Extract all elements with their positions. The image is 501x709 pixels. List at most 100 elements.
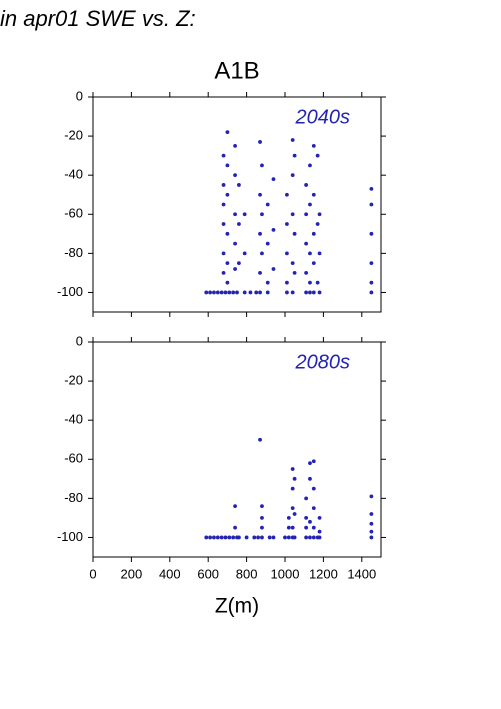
x-axis-label: Z(m) — [215, 595, 259, 618]
y-tick-label: -80 — [64, 490, 83, 505]
point — [369, 521, 374, 526]
point — [304, 212, 309, 217]
point — [369, 186, 374, 191]
point — [317, 251, 322, 256]
point — [271, 535, 276, 540]
point — [260, 516, 264, 520]
point — [285, 280, 289, 285]
point — [308, 251, 312, 256]
point — [271, 267, 276, 271]
x-tick-label: 1000 — [271, 566, 300, 581]
point — [311, 231, 316, 236]
point — [292, 512, 297, 516]
point — [290, 261, 295, 266]
point — [290, 173, 295, 178]
point — [215, 290, 220, 295]
point — [311, 525, 316, 530]
point — [208, 535, 213, 540]
point — [221, 251, 226, 256]
point — [204, 290, 209, 295]
point — [221, 271, 226, 275]
point — [304, 241, 309, 246]
point — [260, 504, 264, 509]
y-tick-label: -40 — [64, 412, 83, 427]
point — [290, 506, 295, 511]
point — [212, 290, 216, 295]
point — [258, 290, 262, 295]
point — [286, 525, 291, 530]
plot-frame — [92, 96, 382, 313]
point — [225, 163, 230, 168]
point — [271, 177, 276, 181]
point — [221, 153, 226, 158]
point — [317, 212, 322, 217]
point — [308, 476, 312, 481]
point — [258, 140, 262, 144]
point — [233, 525, 237, 530]
y-tick-label: -60 — [64, 451, 83, 466]
point — [267, 535, 272, 540]
point — [233, 267, 237, 271]
point — [308, 280, 312, 285]
point — [221, 183, 226, 187]
point — [304, 271, 309, 275]
y-tick-label: -20 — [64, 128, 83, 143]
point — [286, 516, 291, 520]
point — [225, 192, 230, 197]
point — [256, 535, 261, 540]
point — [260, 525, 264, 530]
y-tick-label: -20 — [64, 373, 83, 388]
y-tick-label: -40 — [64, 167, 83, 182]
point — [242, 290, 247, 295]
point — [265, 290, 270, 295]
x-tick-label: 400 — [159, 566, 181, 581]
point — [290, 138, 295, 142]
point — [292, 535, 297, 540]
point — [219, 535, 224, 540]
point — [233, 504, 237, 509]
point — [260, 163, 264, 168]
point — [308, 290, 312, 295]
annotation: 2040s — [295, 106, 351, 128]
point — [304, 535, 309, 540]
point — [286, 535, 291, 540]
point — [311, 192, 316, 197]
point — [258, 231, 262, 236]
point — [225, 261, 230, 266]
point — [304, 496, 309, 501]
point — [265, 241, 270, 246]
y-tick-label: 0 — [76, 333, 83, 348]
point — [254, 290, 259, 295]
point — [265, 202, 270, 207]
point — [221, 202, 226, 207]
point — [237, 535, 241, 540]
point — [231, 535, 236, 540]
point — [311, 506, 316, 511]
point — [311, 290, 316, 295]
point — [215, 535, 220, 540]
point — [225, 280, 230, 285]
point — [317, 290, 322, 295]
point — [369, 231, 374, 236]
point — [237, 183, 241, 187]
x-tick-label: 1400 — [347, 566, 376, 581]
point — [260, 212, 264, 217]
y-tick-label: -100 — [57, 529, 83, 544]
point — [283, 535, 287, 540]
y-tick-label: -80 — [64, 245, 83, 260]
point — [292, 476, 297, 481]
point — [225, 130, 230, 135]
point — [260, 251, 264, 256]
y-tick-label: -60 — [64, 206, 83, 221]
point — [219, 290, 224, 295]
point — [285, 192, 289, 197]
point — [304, 290, 309, 295]
point — [248, 290, 253, 295]
point — [308, 519, 312, 524]
point — [212, 535, 216, 540]
point — [237, 222, 241, 226]
point — [311, 143, 316, 148]
x-tick-label: 0 — [89, 566, 96, 581]
point — [223, 290, 228, 295]
point — [258, 271, 262, 275]
